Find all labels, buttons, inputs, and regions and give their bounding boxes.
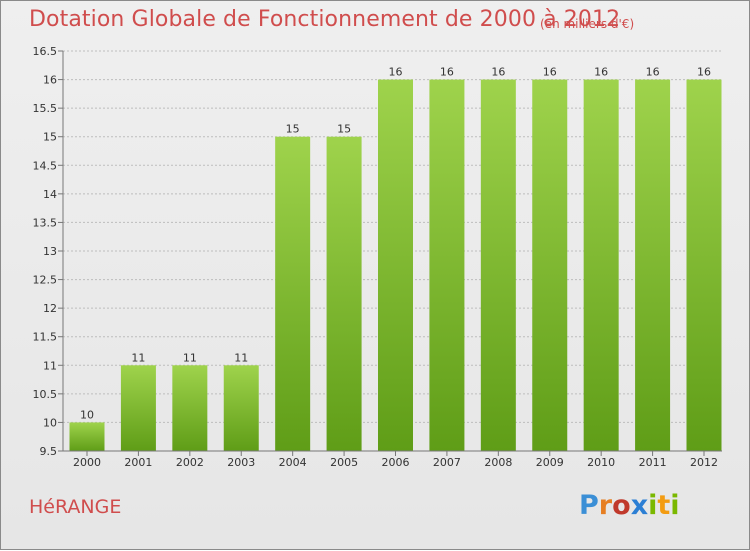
- x-axis: 2000 2001 2002 2003 2004 2005 2006 2007 2008 2009…: [63, 450, 722, 469]
- bar: [69, 422, 105, 451]
- bar-value-label: 10: [80, 408, 94, 421]
- y-tick-label: 11.5: [33, 331, 58, 344]
- x-tick-label: 2000: [73, 456, 101, 469]
- bar: [686, 79, 722, 452]
- bar: [635, 79, 671, 452]
- bar: [172, 365, 208, 451]
- bar: [532, 79, 568, 452]
- y-tick-label: 13: [43, 245, 57, 258]
- bar: [378, 79, 413, 452]
- logo-letter: P: [579, 490, 599, 521]
- logo-letter: x: [630, 490, 649, 521]
- proxiti-logo[interactable]: Proxiti: [579, 490, 680, 521]
- bar: [429, 79, 465, 452]
- x-tick-label: 2007: [433, 456, 461, 469]
- bar-value-label: 16: [440, 66, 454, 79]
- bar: [583, 79, 619, 452]
- bar-value-label: 16: [646, 66, 660, 79]
- logo-letter: o: [612, 490, 631, 521]
- y-tick-label: 14: [43, 188, 57, 201]
- chart-subtitle: (en milliers d'€): [540, 17, 635, 31]
- logo-letter: t: [657, 490, 671, 521]
- y-tick-label: 11: [43, 359, 57, 372]
- y-tick-label: 13.5: [33, 216, 58, 229]
- y-tick-label: 12: [43, 302, 57, 315]
- bar-value-label: 16: [491, 66, 505, 79]
- y-tick-label: 15: [43, 131, 57, 144]
- bar-value-label: 16: [594, 66, 608, 79]
- x-tick-label: 2006: [382, 456, 410, 469]
- bar: [223, 365, 259, 451]
- x-tick-label: 2009: [536, 456, 564, 469]
- bar-value-label: 16: [389, 66, 403, 79]
- bars: [69, 79, 722, 452]
- x-tick-label: 2001: [124, 456, 152, 469]
- bar-value-label: 15: [286, 123, 300, 136]
- y-tick-label: 16: [43, 74, 57, 87]
- x-tick-label: 2003: [227, 456, 255, 469]
- chart-title: Dotation Globale de Fonctionnement de 20…: [29, 7, 621, 32]
- bar-value-label: 11: [234, 351, 248, 364]
- bar: [120, 365, 156, 451]
- bar-value-label: 11: [131, 351, 145, 364]
- x-tick-label: 2004: [279, 456, 307, 469]
- y-tick-label: 14.5: [33, 159, 58, 172]
- bar-value-label: 16: [543, 66, 557, 79]
- bar-value-label: 16: [697, 66, 711, 79]
- logo-letter: i: [670, 490, 680, 521]
- x-tick-label: 2012: [690, 456, 718, 469]
- y-tick-label: 12.5: [33, 274, 58, 287]
- bar-value-label: 15: [337, 123, 351, 136]
- y-tick-label: 15.5: [33, 102, 58, 115]
- logo-letter: i: [648, 490, 658, 521]
- bar: [275, 136, 311, 451]
- y-tick-label: 16.5: [33, 45, 58, 58]
- logo-letter: r: [598, 490, 613, 521]
- bar: [326, 136, 362, 451]
- y-tick-label: 10.5: [33, 388, 58, 401]
- x-tick-label: 2010: [587, 456, 615, 469]
- city-name: HéRANGE: [29, 496, 122, 518]
- y-tick-label: 9.5: [40, 445, 58, 458]
- bar-value-label: 11: [183, 351, 197, 364]
- x-tick-label: 2011: [639, 456, 667, 469]
- x-tick-label: 2002: [176, 456, 204, 469]
- data-labels: 10 11 11 11 15 15 16 16 16 16 16 16 16: [80, 66, 711, 422]
- x-tick-label: 2008: [484, 456, 512, 469]
- y-axis: 9.5 10 10.5 11 11.5 12 12.5 13 13.5 14 14.5 15 15.5 1…: [33, 45, 64, 458]
- bar: [480, 79, 516, 452]
- y-tick-label: 10: [43, 416, 57, 429]
- x-tick-label: 2005: [330, 456, 358, 469]
